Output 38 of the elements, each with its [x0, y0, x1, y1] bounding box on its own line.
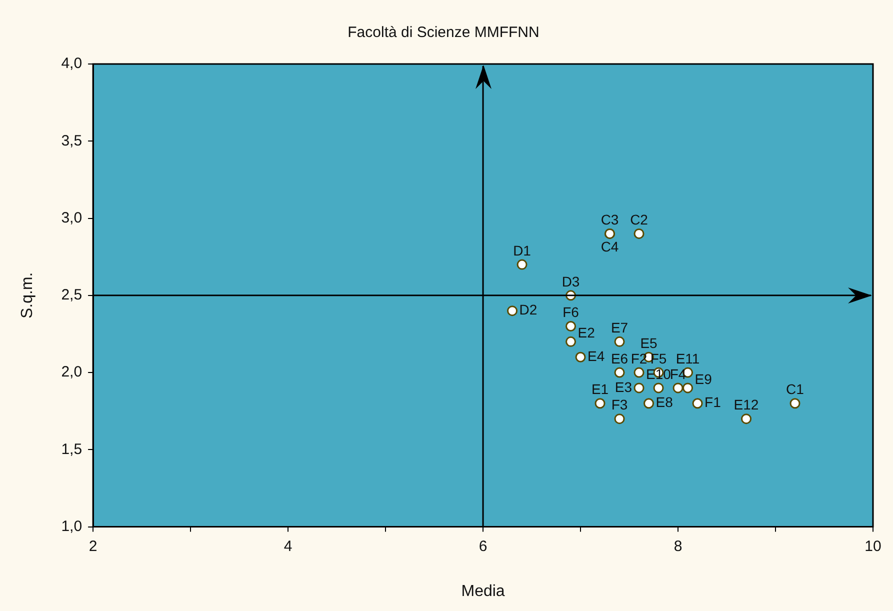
annotation: E11 [676, 350, 700, 366]
annotation: F6 [562, 304, 580, 320]
annotation: C1 [786, 381, 804, 398]
annotation: E7 [610, 320, 628, 336]
annotation: E3 [614, 378, 632, 395]
annotation: C4 [600, 238, 619, 255]
y-tick-label: 3,0 [61, 209, 82, 226]
annotation: F2 [630, 350, 648, 366]
y-tick-label: 4,0 [61, 55, 82, 72]
y-tick-label: 1,0 [61, 518, 82, 535]
x-tick-label: 4 [284, 538, 292, 555]
annotation: E5 [640, 334, 658, 351]
y-tick-label: 1,5 [61, 440, 82, 458]
x-tick-label: 10 [864, 538, 882, 555]
x-tick-label: 2 [88, 538, 98, 555]
annotation: D3 [562, 273, 580, 290]
chart-title: Facoltà di Scienze MMFFNN [348, 24, 540, 42]
annotation: E8 [656, 394, 674, 410]
annotation: E12 [734, 396, 759, 413]
x-axis-title: Media [461, 582, 505, 600]
annotation: F5 [650, 350, 667, 366]
y-axis-title: S.q.m. [19, 272, 36, 319]
annotation: D1 [513, 242, 532, 258]
annotation: E4 [588, 348, 605, 364]
annotation: E2 [578, 324, 596, 341]
y-tick-label: 2,5 [61, 286, 82, 304]
x-tick-label: 8 [674, 538, 682, 555]
annotation: E9 [694, 370, 712, 387]
x-tick-label: 6 [478, 538, 488, 555]
annotation: D2 [519, 302, 538, 318]
annotation: E1 [591, 381, 609, 398]
y-tick-label: 3,5 [61, 132, 82, 150]
annotation: E6 [610, 350, 628, 366]
annotation: F1 [704, 394, 722, 410]
annotation: C3 [600, 212, 619, 228]
annotation: C2 [630, 212, 648, 228]
annotation: F3 [611, 396, 628, 413]
y-tick-label: 2,0 [61, 364, 82, 381]
